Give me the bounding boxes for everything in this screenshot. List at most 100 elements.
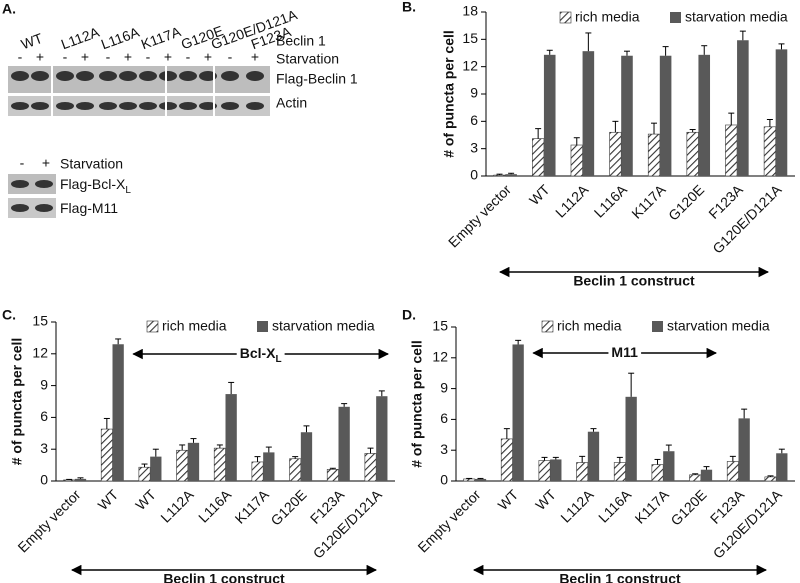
x-tick-label: K117A	[232, 486, 273, 527]
error-bar	[303, 425, 310, 433]
error-bar	[665, 444, 672, 452]
error-bar	[552, 456, 559, 460]
y-tick-label: 6	[440, 410, 448, 426]
legend-swatch	[652, 321, 663, 332]
blot-bands	[11, 71, 264, 110]
bar	[251, 461, 264, 482]
error-bar	[701, 45, 708, 55]
blot-strip	[8, 174, 56, 194]
annotation: Bcl-XL	[240, 345, 282, 365]
bar	[613, 462, 626, 482]
error-bar	[579, 455, 586, 463]
y-axis-label: # of puncta per cell	[9, 338, 25, 466]
legend-swatch	[541, 320, 554, 333]
bar	[463, 478, 476, 482]
annotation-base: M11	[611, 344, 638, 360]
bar	[570, 144, 583, 177]
row-label: Flag-Beclin 1	[276, 71, 358, 87]
error-bar	[689, 129, 696, 133]
bar	[663, 451, 675, 481]
bar	[176, 449, 189, 482]
x-axis-label: Beclin 1 construct	[559, 571, 681, 583]
bar	[213, 447, 226, 482]
bar	[764, 476, 777, 482]
y-tick-label: 9	[470, 85, 478, 101]
error-bar	[292, 456, 299, 459]
error-bar	[585, 32, 592, 52]
inset-row-label-subscript: L	[125, 185, 131, 196]
bar	[505, 174, 517, 176]
y-tick-label: 3	[470, 139, 478, 155]
y-tick-label: 0	[440, 472, 448, 488]
error-bar	[228, 381, 235, 395]
bar	[376, 396, 388, 481]
x-tick-label: WT	[526, 181, 553, 208]
legend-swatch	[559, 11, 572, 24]
y-tick-label: 12	[462, 57, 478, 73]
starvation-sign: +	[204, 49, 212, 65]
x-tick-label: G120E	[667, 486, 709, 528]
error-bar	[546, 49, 553, 55]
bar	[225, 394, 237, 481]
starvation-sign: -	[20, 155, 25, 171]
legend-label: starvation media	[667, 318, 770, 334]
error-bar	[77, 477, 84, 479]
bar	[63, 479, 76, 482]
bar	[326, 469, 339, 482]
x-axis-label: Beclin 1 construct	[163, 571, 285, 583]
x-tick-label: L112A	[557, 486, 597, 526]
starvation-sign: +	[36, 49, 44, 65]
y-tick-label: 0	[470, 167, 478, 183]
y-axis-label: # of puncta per cell	[409, 340, 425, 468]
y-tick-label: 15	[462, 30, 478, 46]
x-tick-label: Empty vector	[445, 181, 514, 250]
inset-row-label-base: Flag-Bcl-X	[60, 176, 126, 192]
x-tick-label: G120E	[267, 486, 309, 528]
row-label: Actin	[276, 95, 307, 111]
error-bar	[728, 112, 735, 125]
y-tick-label: 15	[432, 318, 448, 334]
bar	[587, 431, 600, 481]
starvation-sign: -	[63, 49, 68, 65]
bar	[100, 428, 113, 482]
x-tick-label: L112A	[157, 486, 197, 526]
error-bar	[496, 173, 503, 176]
y-tick-label: 3	[440, 441, 448, 457]
error-bar	[141, 463, 148, 468]
bar	[550, 459, 562, 481]
inset-row-label: Flag-M11	[60, 200, 118, 216]
error-bar	[152, 448, 159, 457]
annotation: M11	[611, 344, 638, 360]
bar	[738, 418, 750, 481]
legend-label: starvation media	[685, 9, 788, 25]
x-tick-label: L116A	[595, 486, 635, 526]
error-bar	[573, 137, 580, 146]
starvation-sign: -	[228, 49, 233, 65]
x-tick-label: WT	[532, 486, 559, 513]
error-bar	[535, 128, 542, 139]
bar	[725, 124, 738, 177]
bar	[659, 55, 672, 176]
x-tick-label: WT	[95, 486, 122, 513]
error-bar	[103, 417, 110, 430]
error-bar	[254, 456, 261, 462]
panel-label: D.	[402, 307, 416, 323]
error-bar	[216, 444, 223, 449]
bar	[532, 138, 545, 177]
error-bar	[741, 408, 748, 419]
error-bar	[651, 122, 658, 135]
bar	[493, 174, 506, 177]
y-tick-label: 15	[32, 313, 48, 329]
bar	[112, 344, 124, 481]
x-axis-label: Beclin 1 construct	[573, 273, 695, 289]
error-bar	[466, 477, 473, 479]
bar	[625, 396, 637, 481]
bar	[686, 131, 699, 177]
x-tick-label: K117A	[628, 181, 669, 222]
error-bar	[190, 438, 197, 443]
y-tick-label: 12	[32, 345, 48, 361]
error-bar	[590, 428, 597, 432]
error-bar	[703, 466, 710, 470]
x-tick-label: L116A	[591, 181, 631, 221]
row-label: Beclin 1	[276, 33, 326, 49]
